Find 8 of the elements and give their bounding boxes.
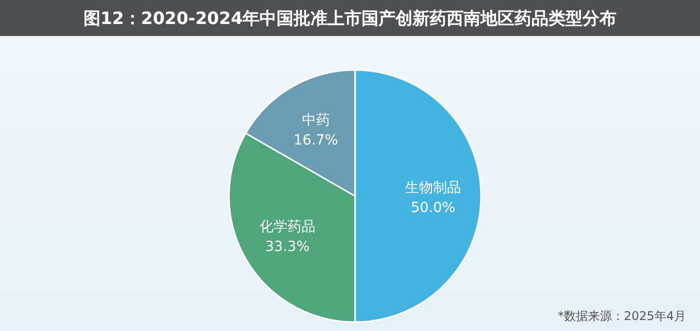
- text: *数据来源：2025年4月: [558, 308, 686, 325]
- data-label: 16.7%: [294, 132, 338, 148]
- data-label: 50.0%: [410, 200, 456, 216]
- data-label: 33.3%: [265, 239, 310, 256]
- slice-label: 生物制品: [405, 180, 462, 196]
- slice-label: 中药: [302, 112, 330, 128]
- slice-label: 化学药品: [259, 219, 316, 236]
- chart-title: 图12：2020-2024年中国批准上市国产创新药西南地区药品类型分布: [0, 0, 700, 36]
